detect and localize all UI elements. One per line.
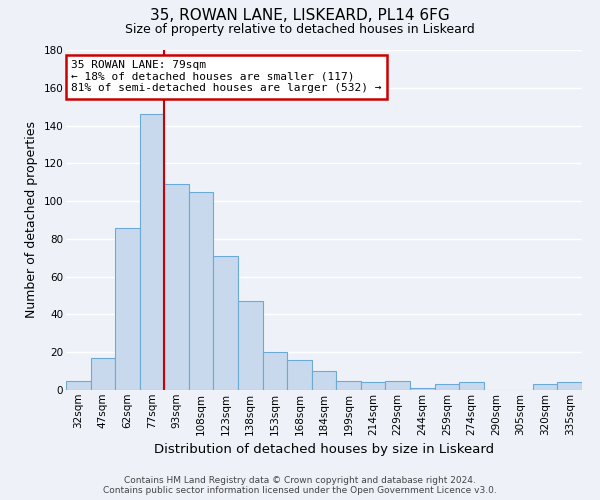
Bar <box>459 382 484 390</box>
Bar <box>385 380 410 390</box>
Bar <box>189 192 214 390</box>
Bar <box>140 114 164 390</box>
Text: 35, ROWAN LANE, LISKEARD, PL14 6FG: 35, ROWAN LANE, LISKEARD, PL14 6FG <box>150 8 450 22</box>
Text: Contains HM Land Registry data © Crown copyright and database right 2024.
Contai: Contains HM Land Registry data © Crown c… <box>103 476 497 495</box>
Bar <box>91 358 115 390</box>
Bar <box>66 380 91 390</box>
Bar <box>434 384 459 390</box>
Text: Size of property relative to detached houses in Liskeard: Size of property relative to detached ho… <box>125 22 475 36</box>
Bar <box>312 371 336 390</box>
Bar <box>263 352 287 390</box>
Bar <box>164 184 189 390</box>
Bar <box>336 380 361 390</box>
Y-axis label: Number of detached properties: Number of detached properties <box>25 122 38 318</box>
Bar <box>533 384 557 390</box>
Bar <box>287 360 312 390</box>
X-axis label: Distribution of detached houses by size in Liskeard: Distribution of detached houses by size … <box>154 443 494 456</box>
Text: 35 ROWAN LANE: 79sqm
← 18% of detached houses are smaller (117)
81% of semi-deta: 35 ROWAN LANE: 79sqm ← 18% of detached h… <box>71 60 382 94</box>
Bar <box>361 382 385 390</box>
Bar <box>410 388 434 390</box>
Bar <box>557 382 582 390</box>
Bar <box>214 256 238 390</box>
Bar <box>115 228 140 390</box>
Bar <box>238 301 263 390</box>
